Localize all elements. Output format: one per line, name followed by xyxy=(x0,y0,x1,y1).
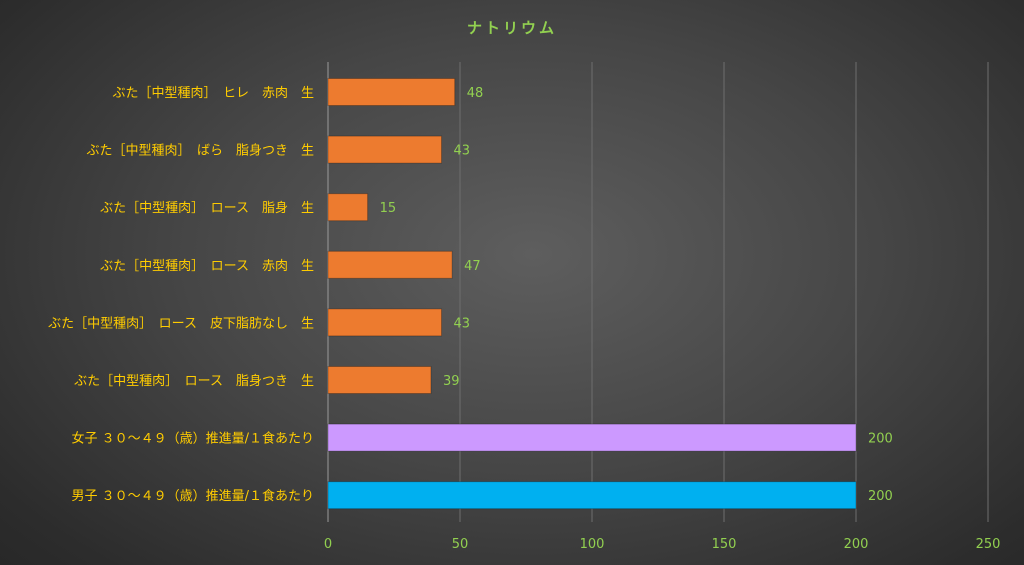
category-label: ぶた［中型種肉］ ロース 赤肉 生 xyxy=(100,258,314,274)
bars xyxy=(327,78,857,510)
bar xyxy=(327,366,432,394)
data-label: 47 xyxy=(464,259,481,274)
x-tick-label: 200 xyxy=(844,537,869,552)
bar xyxy=(327,481,857,510)
category-label: ぶた［中型種肉］ ロース 脂身 生 xyxy=(100,200,314,216)
data-label: 15 xyxy=(380,201,397,216)
x-tick-label: 150 xyxy=(712,537,737,552)
bar xyxy=(327,250,453,279)
labels: 0 50 100 150 200 250 48 ぶた［中型種肉］ ヒレ 赤肉 生 43 ぶた［中型… xyxy=(48,85,1000,552)
bar xyxy=(327,193,369,222)
category-label: ぶた［中型種肉］ ばら 脂身つき 生 xyxy=(86,143,314,159)
category-label: 男子 ３０～４９（歳）推進量/１食あたり xyxy=(71,488,314,504)
category-label: ぶた［中型種肉］ ヒレ 赤肉 生 xyxy=(112,85,314,101)
gridlines xyxy=(327,62,989,522)
x-tick-label: 100 xyxy=(580,537,605,552)
data-label: 48 xyxy=(467,86,484,101)
chart-title: ナトリウム xyxy=(467,19,557,37)
x-tick-label: 0 xyxy=(324,537,332,552)
data-label: 43 xyxy=(454,316,471,331)
bar xyxy=(327,308,443,337)
x-tick-label: 250 xyxy=(976,537,1001,552)
x-tick-label: 50 xyxy=(452,537,469,552)
bar xyxy=(327,78,456,106)
data-label: 43 xyxy=(454,144,471,159)
data-label: 200 xyxy=(868,489,893,504)
category-label: ぶた［中型種肉］ ロース 脂身つき 生 xyxy=(74,373,314,389)
data-label: 39 xyxy=(443,374,460,389)
category-label: ぶた［中型種肉］ ロース 皮下脂肪なし 生 xyxy=(48,315,314,331)
bar xyxy=(327,423,857,452)
data-label: 200 xyxy=(868,432,893,447)
category-label: 女子 ３０～４９（歳）推進量/１食あたり xyxy=(71,431,314,447)
bar xyxy=(327,135,443,164)
